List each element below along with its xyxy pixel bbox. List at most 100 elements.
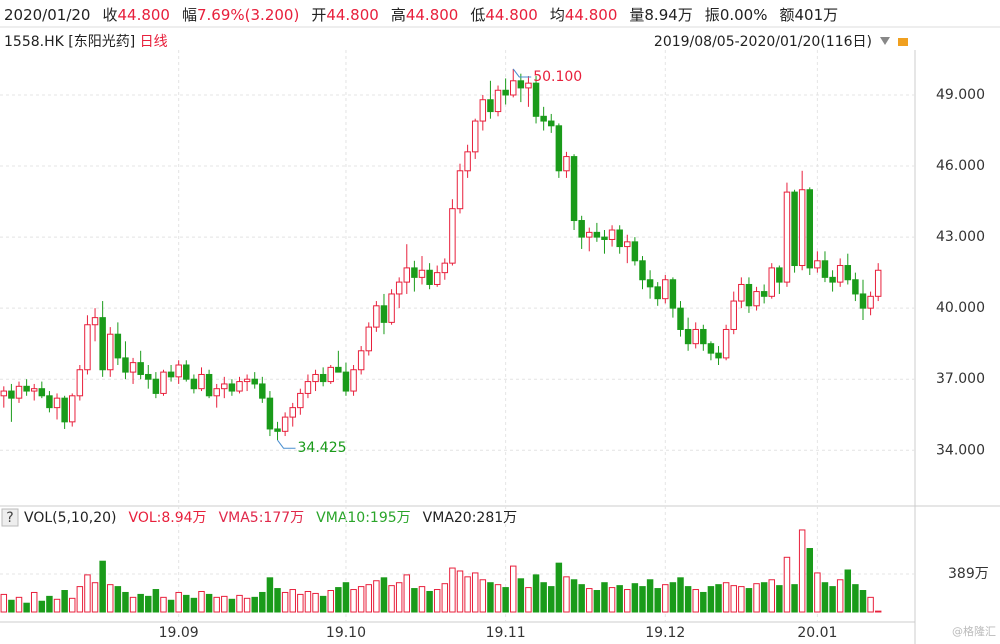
volume-bar bbox=[205, 593, 213, 613]
candle-body bbox=[411, 267, 418, 278]
volume-bar bbox=[411, 588, 418, 613]
candle-body bbox=[586, 231, 593, 238]
volume-bar bbox=[297, 593, 304, 613]
x-tick-label: 19.10 bbox=[326, 625, 366, 641]
candle-body bbox=[53, 397, 61, 409]
candle-body bbox=[236, 381, 243, 392]
volume-bar bbox=[68, 597, 76, 613]
volume-bar bbox=[449, 567, 456, 613]
candle-body bbox=[601, 236, 608, 240]
candle-body bbox=[46, 395, 53, 409]
volume-bar bbox=[525, 587, 532, 613]
candle-body bbox=[23, 385, 30, 392]
candle-body bbox=[335, 366, 342, 373]
volume-bar bbox=[46, 595, 53, 613]
volume-bar bbox=[281, 591, 289, 613]
x-tick-label: 20.01 bbox=[797, 625, 837, 641]
candle-body bbox=[228, 383, 236, 392]
field-label: 幅 bbox=[181, 6, 197, 24]
candle-body bbox=[700, 328, 707, 345]
lock-icon[interactable] bbox=[898, 38, 908, 46]
volume-bar bbox=[342, 582, 350, 613]
volume-bar bbox=[859, 590, 867, 613]
candle-body bbox=[350, 369, 357, 392]
volume-bar bbox=[745, 588, 753, 613]
volume-bar bbox=[418, 586, 426, 613]
volume-bar bbox=[517, 578, 525, 613]
volume-bar bbox=[639, 586, 646, 613]
candle-body bbox=[753, 291, 760, 307]
volume-bar bbox=[137, 593, 144, 613]
legend-entry: VOL:8.94万 bbox=[129, 510, 207, 526]
volume-bar bbox=[730, 585, 737, 613]
candle-body bbox=[608, 229, 616, 240]
volume-bar bbox=[776, 585, 783, 613]
candle-body bbox=[122, 357, 129, 373]
candle-body bbox=[281, 416, 289, 432]
volume-bar bbox=[844, 569, 852, 613]
candle-body bbox=[251, 378, 258, 385]
candle-body bbox=[99, 317, 106, 371]
candle-body bbox=[373, 305, 380, 328]
y-tick-label: 43.000 bbox=[936, 229, 985, 245]
candle-body bbox=[357, 350, 365, 371]
volume-bar bbox=[30, 591, 38, 613]
volume-bar bbox=[122, 591, 129, 613]
candle-body bbox=[555, 125, 563, 172]
volume-bar bbox=[433, 589, 441, 613]
volume-bar bbox=[357, 586, 365, 613]
volume-bar bbox=[631, 583, 639, 613]
range-dropdown[interactable] bbox=[880, 37, 890, 45]
help-icon[interactable]: ? bbox=[6, 510, 13, 526]
field-value: 0.00% bbox=[719, 6, 768, 24]
candle-body bbox=[852, 279, 859, 295]
candle-body bbox=[745, 283, 753, 307]
candle-body bbox=[563, 156, 570, 172]
volume-bar bbox=[373, 580, 380, 613]
candle-body bbox=[289, 407, 296, 418]
help-button[interactable] bbox=[1, 508, 19, 527]
candle-body bbox=[730, 300, 737, 330]
volume-bar bbox=[608, 587, 616, 613]
x-tick-label: 19.11 bbox=[486, 625, 526, 641]
candle-body bbox=[190, 378, 198, 390]
period: 日线 bbox=[139, 34, 168, 50]
volume-bar bbox=[867, 596, 874, 613]
volume-tick-label: 389万 bbox=[948, 566, 989, 582]
candle-body bbox=[722, 328, 730, 359]
volume-bar bbox=[0, 593, 8, 613]
candle-body bbox=[829, 276, 836, 283]
candle-body bbox=[107, 333, 114, 371]
volume-bar bbox=[350, 589, 357, 613]
candle-body bbox=[137, 362, 144, 375]
candle-body bbox=[616, 229, 623, 248]
volume-bar bbox=[190, 597, 198, 613]
candle-body bbox=[471, 120, 479, 153]
volume-bar bbox=[107, 584, 114, 613]
volume-bar bbox=[654, 588, 661, 613]
volume-bar bbox=[494, 584, 502, 613]
volume-bar bbox=[586, 588, 593, 613]
volume-bar bbox=[23, 602, 30, 613]
quote-date: 2020/01/20 bbox=[4, 6, 91, 24]
volume-bar bbox=[479, 579, 487, 613]
volume-bar bbox=[61, 590, 68, 613]
volume-bar bbox=[221, 595, 228, 613]
candle-body bbox=[259, 383, 266, 399]
volume-bar bbox=[540, 582, 547, 613]
volume-bar bbox=[456, 570, 464, 613]
volume-bar bbox=[852, 584, 859, 613]
candle-body bbox=[8, 390, 15, 399]
field-value: 44.800 bbox=[117, 6, 170, 24]
candle-body bbox=[342, 371, 350, 392]
volume-bar bbox=[791, 584, 798, 613]
field-value: 401万 bbox=[794, 6, 839, 24]
volume-bar bbox=[502, 587, 509, 613]
candle-body bbox=[578, 220, 585, 238]
volume-bar bbox=[266, 577, 274, 613]
candle-body bbox=[319, 373, 327, 383]
volume-bar bbox=[471, 572, 479, 613]
candle-body bbox=[152, 378, 160, 394]
x-tick-label: 19.09 bbox=[159, 625, 199, 641]
candle-body bbox=[859, 293, 867, 309]
